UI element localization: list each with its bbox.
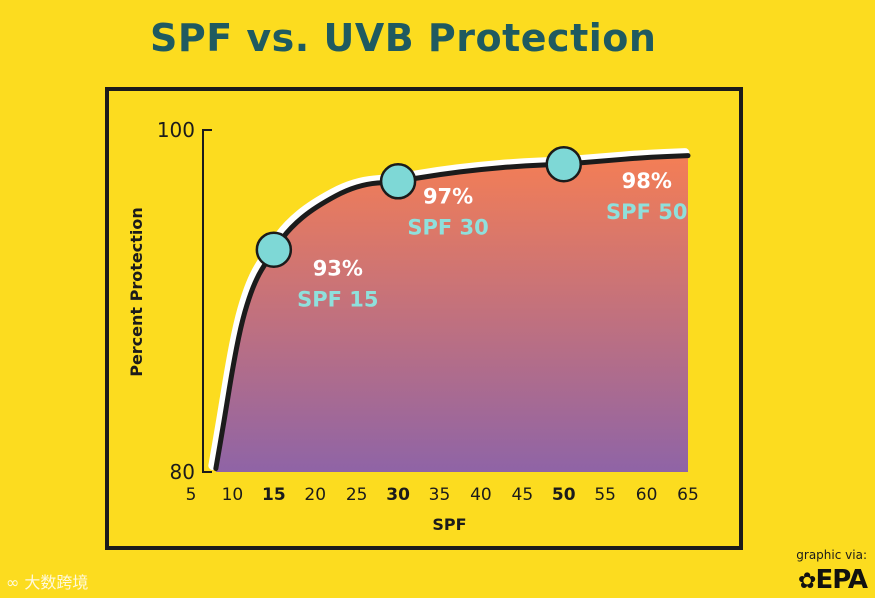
spf-30-name-label: SPF 30 [407, 215, 488, 239]
x-tick-label: 45 [512, 485, 534, 505]
chart-title: SPF vs. UVB Protection [150, 16, 657, 60]
x-tick-label: 30 [386, 485, 410, 505]
chart-frame [105, 87, 743, 550]
protection-area [215, 155, 688, 472]
x-tick-label: 35 [429, 485, 451, 505]
x-tick-label: 5 [186, 485, 197, 505]
spf-30-marker [379, 163, 417, 200]
spf-50-marker [545, 145, 582, 183]
y-axis-label: Percent Protection [127, 207, 146, 377]
x-tick-label: 50 [552, 485, 576, 505]
x-axis-label: SPF [432, 515, 466, 534]
y-tick-label: 100 [157, 118, 195, 142]
spf-30-percent-label: 97% [423, 184, 473, 208]
watermark-text: 大数跨境 [24, 573, 89, 592]
spf-15-name-label: SPF 15 [297, 288, 378, 312]
spf-15-marker [255, 231, 293, 268]
y-tick-label: 80 [170, 460, 195, 484]
x-tick-label: 60 [636, 485, 658, 505]
epa-logo: ✿EPA [798, 565, 868, 595]
spf-15-percent-label: 93% [313, 257, 363, 281]
x-tick-label: 65 [677, 485, 699, 505]
x-tick-label: 15 [262, 485, 286, 505]
x-tick-label: 25 [346, 485, 368, 505]
x-tick-label: 40 [470, 485, 492, 505]
spf-50-name-label: SPF 50 [606, 200, 687, 224]
spf-50-percent-label: 98% [622, 169, 672, 193]
x-tick-label: 10 [222, 485, 244, 505]
x-tick-label: 20 [304, 485, 326, 505]
epa-flower-icon: ✿ [798, 569, 816, 594]
curve-highlight [208, 148, 690, 471]
protection-curve [213, 153, 691, 472]
epa-logo-text: EPA [815, 565, 868, 595]
credit-text: graphic via: [796, 548, 867, 562]
watermark: ∞ 大数跨境 [6, 569, 88, 593]
x-tick-label: 55 [594, 485, 616, 505]
watermark-icon: ∞ [6, 573, 20, 592]
